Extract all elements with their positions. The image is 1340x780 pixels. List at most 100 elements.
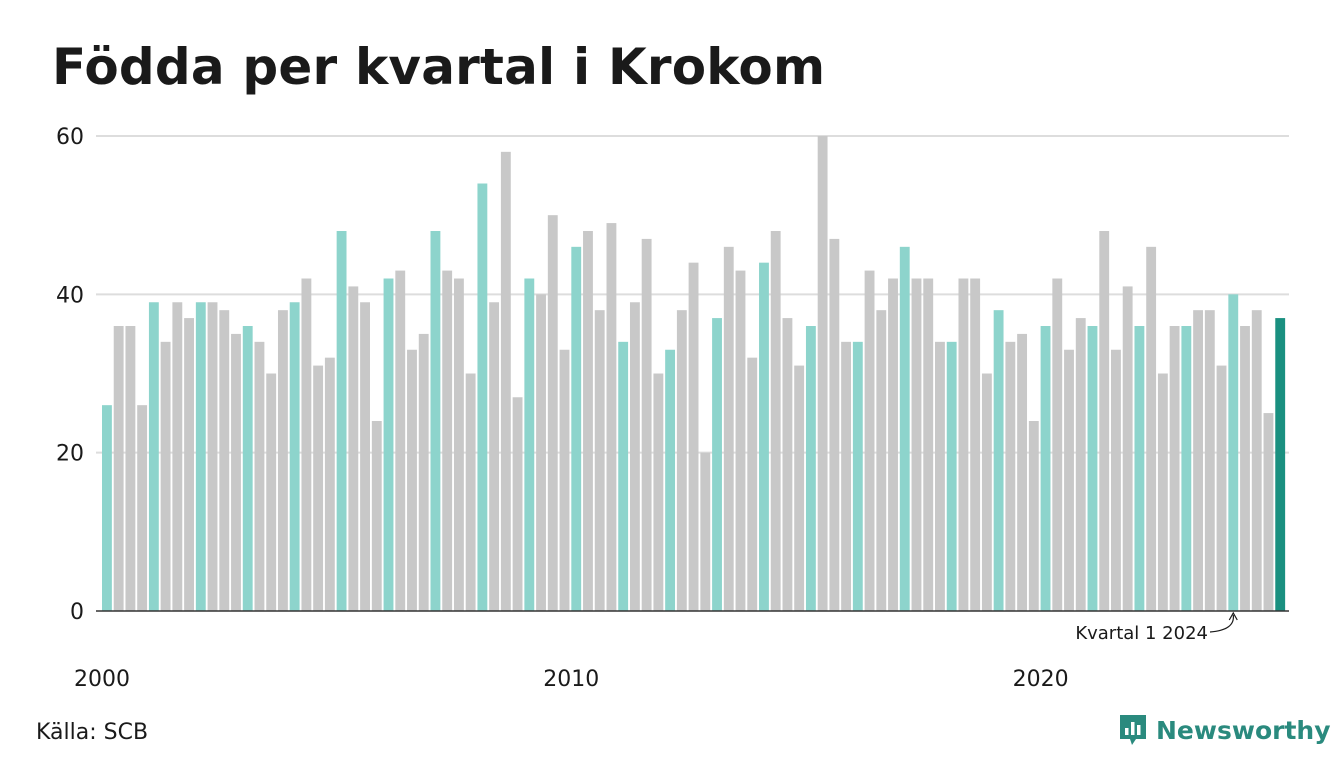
bar — [653, 373, 664, 611]
brand-name: Newsworthy — [1156, 715, 1331, 745]
bar — [1017, 333, 1028, 611]
bar — [547, 215, 558, 612]
bar-chart-logo-icon — [1120, 715, 1146, 745]
bar — [524, 278, 535, 611]
bar — [606, 223, 617, 611]
bar — [1216, 365, 1227, 611]
bar — [852, 341, 863, 611]
bar — [1075, 318, 1086, 611]
bar — [277, 310, 288, 611]
x-tick-label: 2000 — [74, 667, 130, 692]
bar — [160, 341, 171, 611]
bar — [500, 151, 511, 611]
bar — [899, 246, 910, 611]
bar-chart: 0 20 40 60 2000 2010 2020 Kvartal 1 2024 — [56, 125, 1289, 692]
x-tick-label: 2010 — [543, 667, 599, 692]
bar — [559, 349, 570, 611]
bar — [102, 405, 112, 611]
bar — [817, 136, 828, 611]
bar — [747, 357, 758, 611]
bar — [618, 341, 629, 611]
bar — [512, 397, 523, 611]
bar — [1263, 413, 1274, 611]
bar — [1169, 326, 1180, 611]
bar — [137, 405, 148, 611]
bar — [759, 262, 769, 611]
bar — [805, 326, 816, 611]
annotation-label: Kvartal 1 2024 — [1075, 623, 1208, 644]
bar — [770, 231, 781, 611]
bar — [336, 231, 347, 611]
bar — [1146, 246, 1157, 611]
bar — [829, 238, 840, 612]
bar — [970, 278, 981, 611]
bar — [418, 333, 429, 611]
bar — [688, 262, 699, 611]
bar — [172, 302, 183, 611]
bar — [1134, 326, 1145, 611]
bar — [371, 421, 382, 611]
bar — [794, 365, 805, 611]
bar — [125, 326, 136, 611]
bar — [465, 373, 476, 611]
bar — [641, 238, 652, 612]
bar — [442, 270, 453, 611]
bar — [242, 326, 253, 611]
bar — [1111, 349, 1121, 611]
bar — [1087, 326, 1098, 611]
bar — [1040, 326, 1051, 611]
bar — [1064, 349, 1074, 611]
bar — [935, 341, 945, 611]
bar — [1251, 310, 1262, 611]
bar — [1157, 373, 1168, 611]
bar — [571, 246, 582, 611]
bar — [1275, 318, 1286, 611]
bar — [348, 286, 359, 611]
bar — [324, 357, 335, 611]
bar — [254, 341, 265, 611]
annotation-arrow — [1209, 614, 1234, 633]
bar — [712, 318, 722, 611]
bar — [360, 302, 370, 611]
bar — [489, 302, 500, 611]
bar — [1228, 294, 1239, 611]
y-tick-label: 0 — [70, 600, 84, 625]
bar — [876, 310, 887, 611]
bar — [301, 278, 312, 611]
bar — [735, 270, 746, 611]
bar — [395, 270, 406, 611]
bar — [1028, 421, 1039, 611]
annotation-arrowhead — [1228, 611, 1238, 621]
bar — [782, 318, 793, 611]
bar — [864, 270, 875, 611]
bar — [583, 231, 593, 611]
bar — [594, 310, 605, 611]
bar — [207, 302, 218, 611]
bar — [231, 333, 241, 611]
bars — [102, 136, 1286, 612]
bar — [148, 302, 159, 611]
bar — [219, 310, 230, 611]
y-axis-labels: 0 20 40 60 — [56, 125, 84, 625]
bar — [383, 278, 394, 611]
bar — [923, 278, 934, 611]
bar — [313, 365, 324, 611]
y-tick-label: 40 — [56, 283, 84, 308]
bar — [184, 318, 194, 611]
chart-title: Födda per kvartal i Krokom — [52, 38, 826, 96]
bar — [1204, 310, 1215, 611]
bar — [536, 294, 546, 611]
bar — [195, 302, 206, 611]
bar — [888, 278, 898, 611]
bar — [629, 302, 640, 611]
bar — [1052, 278, 1063, 611]
y-tick-label: 20 — [56, 442, 84, 467]
x-tick-label: 2020 — [1013, 667, 1069, 692]
bar — [430, 231, 441, 611]
bar — [946, 341, 957, 611]
bar — [113, 326, 124, 611]
bar — [911, 278, 922, 611]
bar — [700, 452, 711, 611]
x-axis-labels: 2000 2010 2020 — [74, 667, 1069, 692]
bar — [1099, 231, 1110, 611]
